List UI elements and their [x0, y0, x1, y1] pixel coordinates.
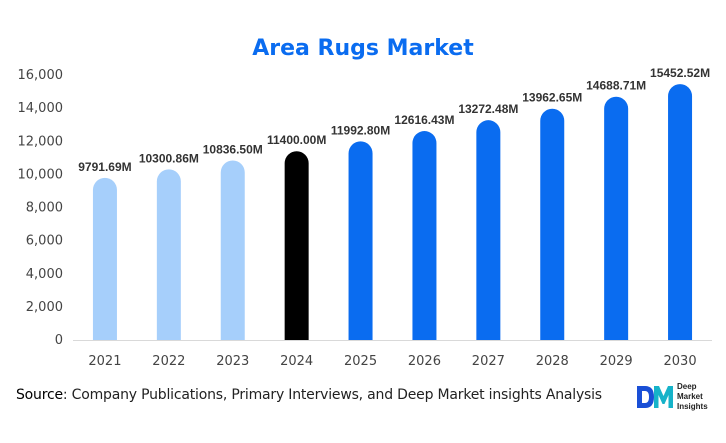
- chart-title: Area Rugs Market: [252, 36, 474, 61]
- data-label: 13272.48M: [458, 102, 518, 116]
- data-label: 15452.52M: [650, 66, 710, 80]
- data-labels: 9791.69M 10300.86M 10836.50M 11400.00M 11992…: [78, 66, 710, 174]
- source-label: Source: [16, 387, 63, 403]
- y-tick-label: 8,000: [26, 201, 63, 216]
- y-tick-label: 12,000: [18, 134, 64, 149]
- data-label: 13962.65M: [522, 91, 582, 105]
- data-label: 14688.71M: [586, 79, 646, 93]
- bar: [92, 177, 117, 340]
- logo-text: Deep Market Insights: [677, 382, 708, 411]
- x-tick-label: 2029: [600, 354, 633, 369]
- bar: [604, 96, 629, 340]
- brand-logo: Deep Market Insights: [636, 381, 720, 415]
- y-tick-label: 16,000: [18, 68, 64, 83]
- y-tick-label: 4,000: [26, 267, 63, 282]
- x-tick-label: 2025: [344, 354, 377, 369]
- bar: [284, 151, 309, 340]
- x-tick-label: 2027: [472, 354, 505, 369]
- y-tick-label: 2,000: [26, 300, 63, 315]
- x-tick-label: 2030: [664, 354, 697, 369]
- data-label: 12616.43M: [394, 113, 454, 127]
- data-label: 11992.80M: [331, 123, 390, 137]
- x-tick-label: 2023: [216, 354, 249, 369]
- data-label: 10300.86M: [139, 151, 199, 165]
- data-label: 10836.50M: [203, 143, 263, 157]
- y-tick-label: 10,000: [18, 167, 64, 182]
- bar: [348, 141, 373, 340]
- bar-chart: 0 2,000 4,000 6,000 8,000 10,000 12,000 14,000 1…: [18, 66, 712, 369]
- x-axis: 2021 2022 2023 2024 2025 2026 2027 2028 2029 2030: [73, 340, 712, 369]
- data-label: 11400.00M: [267, 133, 326, 147]
- dm-logo-icon: [637, 386, 673, 408]
- bar: [412, 131, 437, 340]
- source-text: : Company Publications, Primary Intervie…: [62, 387, 602, 403]
- y-tick-label: 0: [55, 333, 63, 348]
- source-note: Source: Company Publications, Primary In…: [16, 387, 602, 403]
- x-tick-label: 2026: [408, 354, 441, 369]
- bar: [540, 108, 565, 340]
- y-axis: 0 2,000 4,000 6,000 8,000 10,000 12,000 14,000 1…: [18, 68, 64, 348]
- bar: [668, 84, 693, 341]
- bars: [92, 84, 693, 341]
- y-tick-label: 6,000: [26, 234, 63, 249]
- data-label: 9791.69M: [78, 160, 131, 174]
- x-tick-label: 2028: [536, 354, 569, 369]
- y-tick-label: 14,000: [18, 101, 64, 116]
- bar: [476, 120, 501, 340]
- x-tick-label: 2022: [152, 354, 185, 369]
- bar: [156, 169, 181, 340]
- x-tick-label: 2021: [88, 354, 121, 369]
- x-tick-label: 2024: [280, 354, 313, 369]
- bar: [220, 160, 245, 340]
